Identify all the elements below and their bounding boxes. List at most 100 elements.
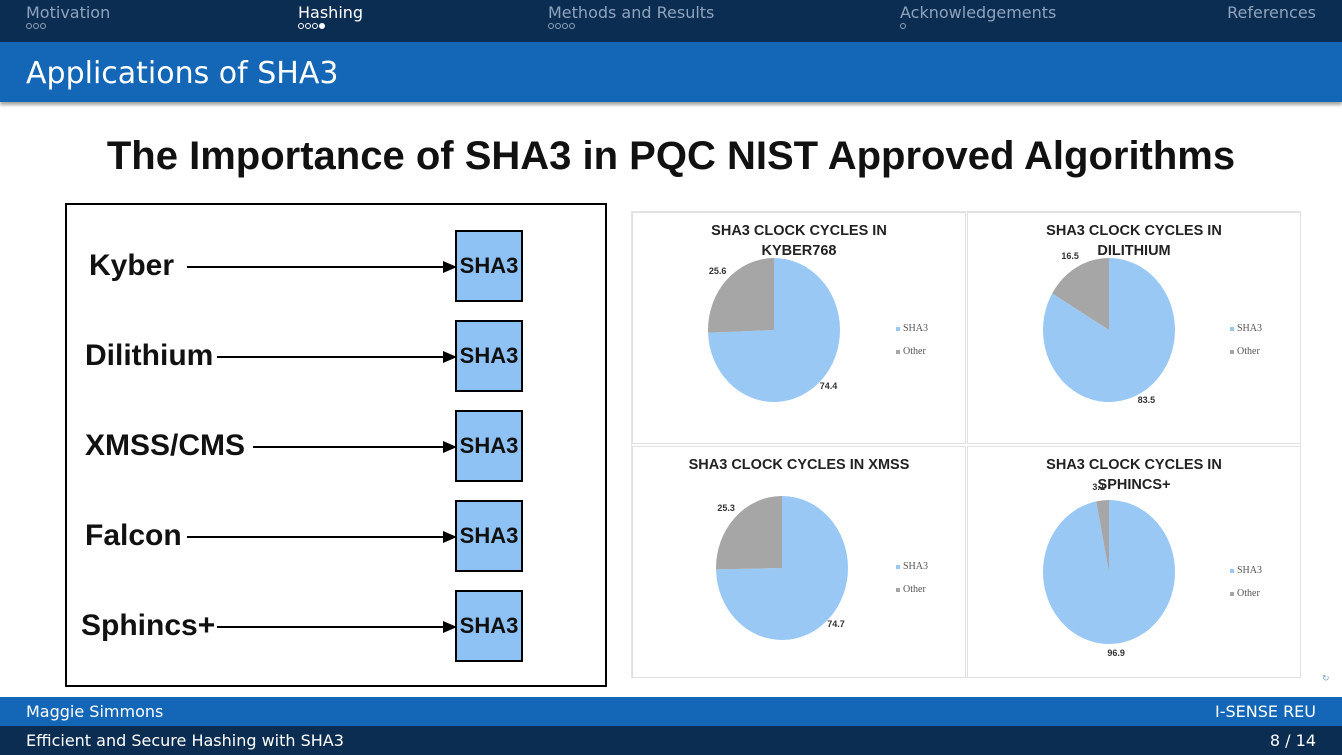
sha3-box: SHA3 [455,320,523,392]
nav-slide-dot[interactable] [298,23,304,29]
sha3-box: SHA3 [455,230,523,302]
legend-item: SHA3 [1230,559,1262,582]
algorithm-label: XMSS/CMS [85,429,246,462]
pie-slice-other [708,258,774,333]
legend-swatch-icon [1230,349,1234,354]
legend-label: SHA3 [903,323,929,334]
chart-title: SHA3 CLOCK CYCLES IN DILITHIUM [1046,223,1222,259]
chart-dilithium: SHA3 CLOCK CYCLES IN DILITHIUM 16.5 83.5 SH… [967,212,1301,444]
legend-swatch-icon [1230,568,1234,573]
legend-label: Other [903,584,926,595]
nav-section-label: References [1227,3,1316,22]
algorithm-label: Sphincs+ [81,609,216,642]
data-label-sha3: 83.5 [1137,395,1156,406]
nav-slide-dot[interactable] [33,23,39,29]
pie-slice-other [1052,258,1109,330]
nav-slide-dots [26,23,110,29]
arrow-icon [187,261,457,273]
legend-swatch-icon [896,349,900,354]
pie-slice-other [716,496,782,570]
arrow-icon [253,441,457,453]
footer-institute: I-SENSE REU [1214,702,1316,721]
footer-author-bar: Maggie Simmons I-SENSE REU [0,697,1342,726]
pie-chart [1043,500,1175,644]
legend-label: Other [1237,588,1260,599]
chart-title: SHA3 CLOCK CYCLES IN XMSS [688,457,910,473]
nav-section-label: Methods and Results [548,3,715,22]
nav-section-label: Acknowledgements [900,3,1057,22]
arrow-icon [187,531,457,543]
flow-row: Dilithium SHA3 [67,320,605,392]
legend-label: Other [903,346,926,357]
nav-slide-dot[interactable] [319,23,325,29]
nav-section-label: Hashing [298,3,364,22]
data-label-other: 25.6 [708,265,727,276]
nav-section-2[interactable]: Hashing [298,3,363,29]
legend-swatch-icon [896,326,900,331]
nav-slide-dot[interactable] [900,23,906,29]
sha3-box: SHA3 [455,410,523,482]
legend-label: SHA3 [1237,565,1263,576]
nav-slide-dots [548,23,714,29]
arrow-icon [217,351,457,363]
chart-kyber768: SHA3 CLOCK CYCLES IN KYBER768 25.6 74.4 SHA… [632,212,966,444]
legend-swatch-icon [1230,326,1234,331]
nav-section-3[interactable]: Methods and Results [548,3,714,29]
frame-title-bar: Applications of SHA3 [0,42,1342,102]
algorithm-flow-diagram: Kyber SHA3 Dilithium SHA3 XMSS/CMS SHA3 Falcon… [65,203,607,687]
legend-item: Other [896,578,928,601]
data-label-sha3: 96.9 [1107,647,1125,658]
footer-title-bar: Efficient and Secure Hashing with SHA3 8… [0,726,1342,755]
chart-title: SHA3 CLOCK CYCLES IN SPHINCS+ [1046,457,1222,493]
legend-item: Other [1230,340,1262,363]
nav-section-4[interactable]: Acknowledgements [900,3,1056,29]
nav-slide-dot[interactable] [26,23,32,29]
nav-slide-dot[interactable] [569,23,575,29]
legend-item: SHA3 [896,555,928,578]
pie-slice-sha3 [708,258,840,402]
nav-slide-dot[interactable] [312,23,318,29]
legend-item: Other [1230,582,1262,605]
chart-title: SHA3 CLOCK CYCLES IN KYBER768 [711,223,887,259]
legend-item: SHA3 [1230,317,1262,340]
slide-heading: The Importance of SHA3 in PQC NIST Appro… [106,134,1236,178]
nav-section-label: Motivation [26,3,111,22]
legend-swatch-icon [1230,591,1234,596]
footer-author: Maggie Simmons [26,702,164,721]
chart-xmss: SHA3 CLOCK CYCLES IN XMSS 25.3 74.7 SHA3 Oth… [632,446,966,678]
nav-section-5[interactable]: References [1227,3,1316,23]
nav-slide-dot[interactable] [555,23,561,29]
arrow-icon [217,621,457,633]
nav-slide-dot[interactable] [548,23,554,29]
nav-slide-dots [298,23,363,29]
pie-slice-other [1096,500,1109,572]
nav-slide-dot[interactable] [562,23,568,29]
pie-charts-panel: SHA3 CLOCK CYCLES IN KYBER768 25.6 74.4 SHA… [631,211,1301,678]
data-label-sha3: 74.7 [827,619,845,630]
section-navigation-bar: Motivation Hashing Methods and Results Ackn… [0,0,1342,42]
data-label-sha3: 74.4 [819,380,838,391]
algorithm-label: Dilithium [85,339,214,372]
flow-row: XMSS/CMS SHA3 [67,410,605,482]
nav-slide-dot[interactable] [40,23,46,29]
nav-section-1[interactable]: Motivation [26,3,110,29]
legend-swatch-icon [896,564,900,569]
flow-row: Sphincs+ SHA3 [67,590,605,662]
chart-legend: SHA3 Other [1230,317,1262,363]
chart-legend: SHA3 Other [896,317,928,363]
sha3-box: SHA3 [455,500,523,572]
algorithm-label: Falcon [85,519,182,552]
footer-short-title: Efficient and Secure Hashing with SHA3 [26,731,344,750]
legend-label: SHA3 [1237,323,1263,334]
nav-slide-dot[interactable] [305,23,311,29]
data-label-other: 16.5 [1061,251,1079,262]
legend-item: SHA3 [896,317,928,340]
chart-legend: SHA3 Other [896,555,928,601]
sha3-box: SHA3 [455,590,523,662]
legend-swatch-icon [896,587,900,592]
flow-row: Kyber SHA3 [67,230,605,302]
algorithm-label: Kyber [89,249,175,282]
navigation-mark-icon: ↻ [1322,674,1330,684]
frame-title: Applications of SHA3 [26,56,339,91]
pie-slice-sha3 [716,496,848,640]
